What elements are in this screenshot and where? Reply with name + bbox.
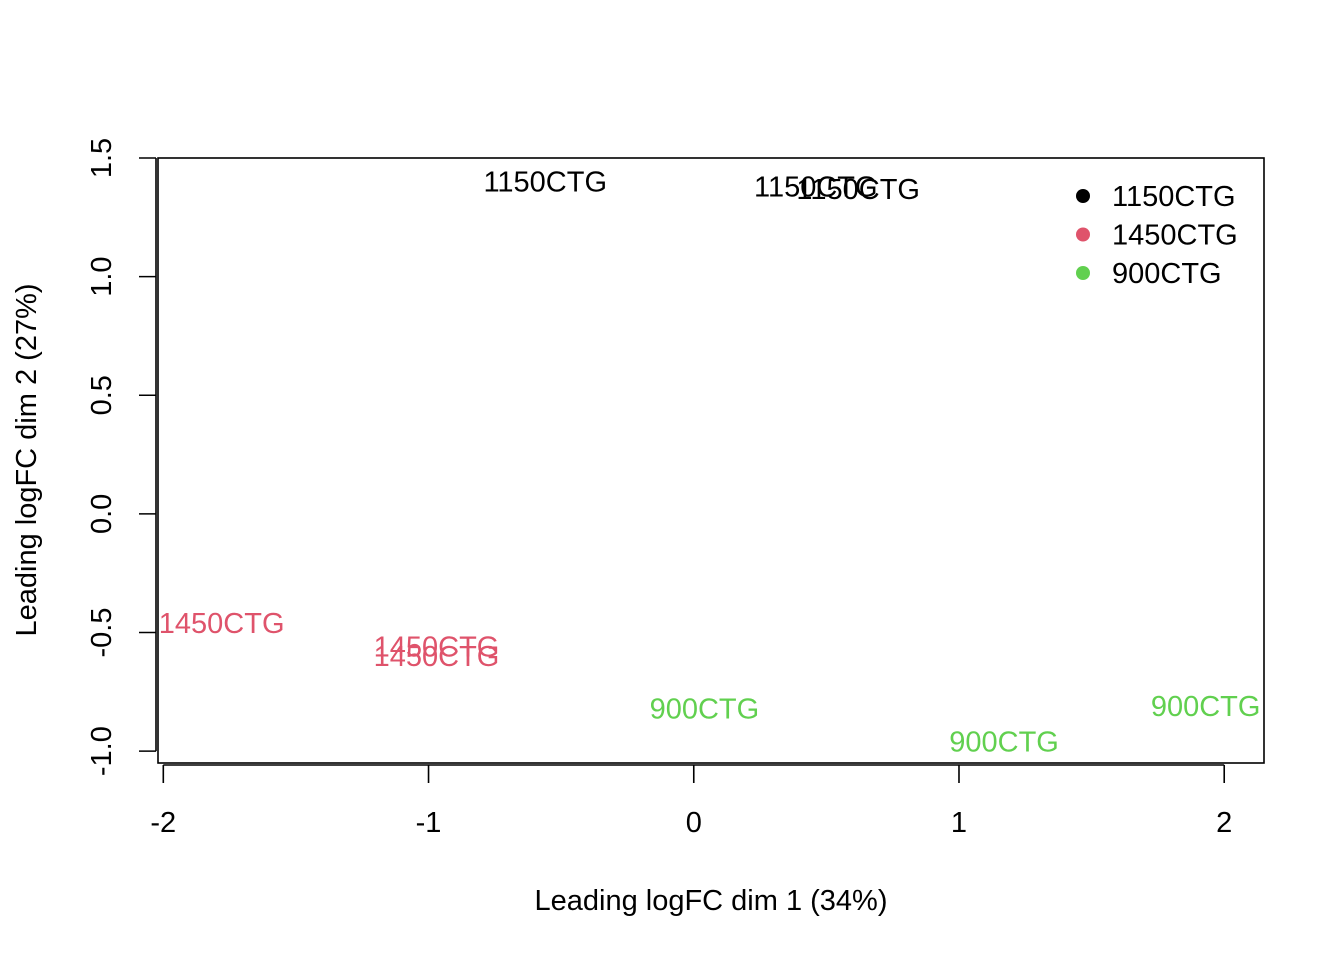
legend-label: 900CTG — [1112, 258, 1222, 290]
point-label: 1450CTG — [159, 608, 285, 640]
y-tick-label: 0.5 — [86, 375, 118, 415]
y-axis-label: Leading logFC dim 2 (27%) — [11, 283, 43, 636]
point-label: 1450CTG — [374, 641, 500, 673]
legend: 1150CTG 1450CTG 900CTG — [1076, 181, 1238, 290]
legend-marker — [1076, 189, 1090, 203]
legend-marker — [1076, 227, 1090, 242]
plot-frame — [157, 157, 1265, 764]
x-tick-label: 1 — [951, 807, 967, 839]
x-tick-label: 0 — [686, 807, 702, 839]
y-tick-label: 1.0 — [86, 256, 118, 296]
y-tick-label: -1.0 — [86, 726, 118, 776]
x-axis: -2 -1 0 1 2 — [150, 764, 1232, 839]
point-labels: 1150CTG 1150CTG1150CTG1450CTG1450CTG1450C… — [159, 167, 1261, 759]
x-tick-label: -2 — [150, 807, 176, 839]
point-label: 1150CTG — [754, 171, 878, 203]
x-tick-label: -1 — [416, 807, 442, 839]
y-axis: -1.0 -0.5 0.0 0.5 1.0 1.5 — [86, 138, 157, 776]
legend-label: 1450CTG — [1112, 220, 1238, 252]
point-label: 1150CTG — [483, 167, 607, 199]
point-label: 1150CTG — [796, 174, 920, 206]
legend-label: 1150CTG — [1112, 181, 1236, 213]
point-label: 900CTG — [1151, 691, 1261, 723]
y-tick-label: -0.5 — [86, 608, 118, 658]
x-axis-label: Leading logFC dim 1 (34%) — [534, 885, 887, 917]
x-tick-label: 2 — [1216, 807, 1232, 839]
legend-marker — [1076, 266, 1090, 280]
point-label: 900CTG — [650, 693, 760, 725]
point-label: 900CTG — [949, 727, 1059, 759]
y-tick-label: 1.5 — [86, 138, 118, 178]
point-label: 1450CTG — [374, 632, 500, 664]
y-tick-label: 0.0 — [86, 494, 118, 534]
